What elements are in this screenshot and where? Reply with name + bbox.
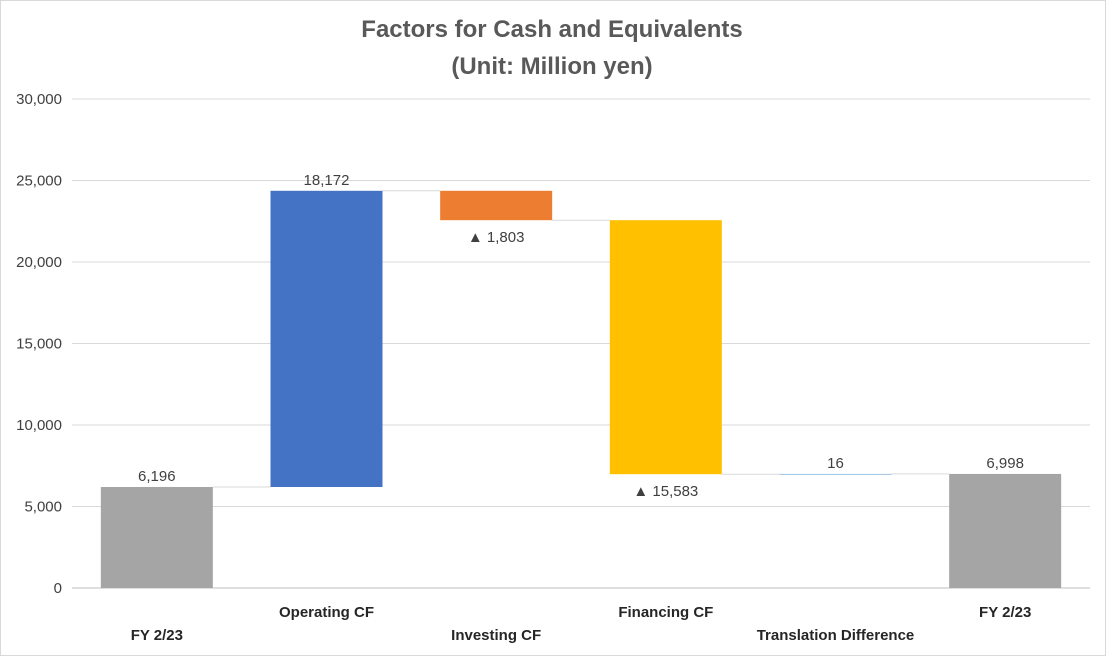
bar-1 <box>270 190 383 488</box>
data-label: 16 <box>827 455 844 472</box>
bar-4 <box>779 473 892 475</box>
bar-3 <box>609 220 722 475</box>
chart-title: Factors for Cash and Equivalents <box>361 16 742 43</box>
chart-subtitle: (Unit: Million yen) <box>451 53 652 80</box>
y-tick-label: 15,000 <box>16 336 62 353</box>
bar-5 <box>949 473 1062 588</box>
category-label: Operating CF <box>279 604 374 621</box>
y-tick-label: 0 <box>54 580 62 597</box>
bar-2 <box>440 190 553 221</box>
y-tick-label: 20,000 <box>16 254 62 271</box>
y-tick-label: 10,000 <box>16 417 62 434</box>
category-label: FY 2/23 <box>979 604 1031 621</box>
data-label: ▲ 15,583 <box>633 483 698 500</box>
category-label: Investing CF <box>451 627 541 644</box>
data-label: ▲ 1,803 <box>468 229 525 246</box>
data-label: 6,196 <box>138 468 176 485</box>
y-tick-label: 5,000 <box>24 499 62 516</box>
data-label: 6,998 <box>986 455 1024 472</box>
bar-0 <box>100 487 213 588</box>
category-label: FY 2/23 <box>131 627 183 644</box>
category-label: Financing CF <box>618 604 713 621</box>
data-label: 18,172 <box>304 172 350 189</box>
y-tick-label: 30,000 <box>16 91 62 108</box>
y-tick-label: 25,000 <box>16 173 62 190</box>
category-label: Translation Difference <box>757 627 915 644</box>
